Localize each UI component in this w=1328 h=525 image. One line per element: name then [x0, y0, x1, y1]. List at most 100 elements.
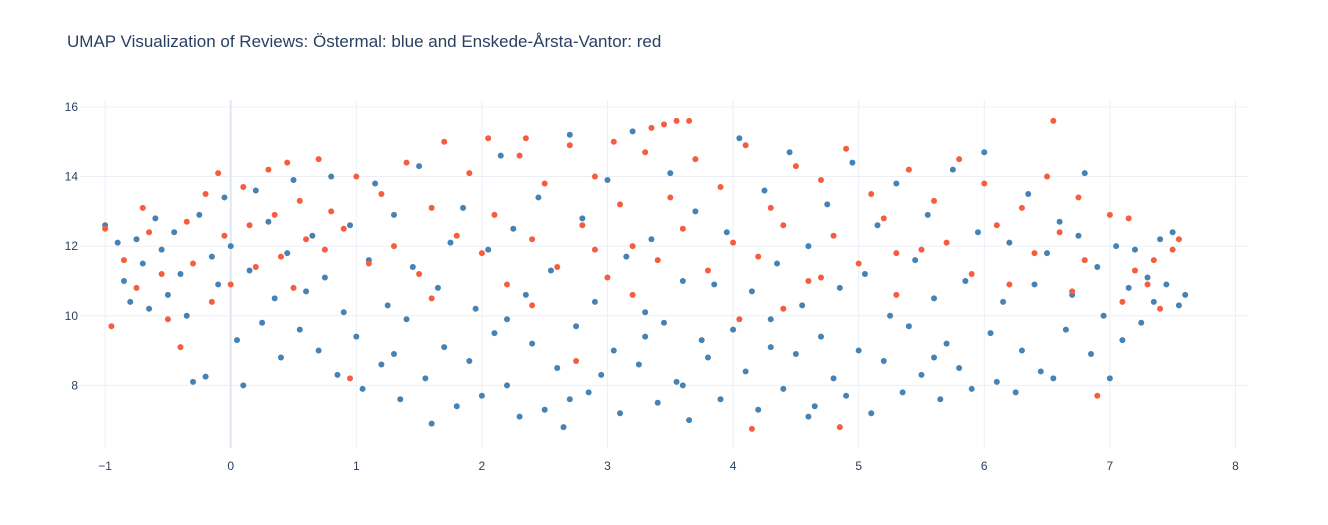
data-point-red [893, 291, 900, 298]
data-point-blue [767, 344, 774, 351]
data-point-blue [196, 211, 203, 218]
data-point-blue [1157, 236, 1164, 243]
data-point-red [692, 156, 699, 163]
data-point-red [780, 305, 787, 312]
data-point-red [1050, 117, 1057, 124]
data-point-blue [347, 222, 354, 229]
data-point-red [340, 225, 347, 232]
data-point-red [353, 173, 360, 180]
data-point-blue [811, 403, 818, 410]
data-point-blue [993, 378, 1000, 385]
data-point-red [730, 239, 737, 246]
data-point-blue [698, 337, 705, 344]
data-point-blue [315, 347, 322, 354]
data-point-red [968, 271, 975, 277]
data-point-blue [171, 229, 178, 236]
data-point-blue [1044, 250, 1051, 257]
data-point-red [993, 222, 1000, 229]
data-point-red [202, 190, 209, 197]
data-point-red [215, 170, 222, 177]
data-point-blue [956, 364, 963, 371]
data-point-red [742, 142, 749, 149]
data-point-blue [1000, 298, 1007, 305]
data-point-blue [158, 246, 165, 253]
data-point-red [466, 170, 473, 177]
x-tick-labels: −1 0 1 2 3 4 5 6 7 8 [98, 459, 1239, 473]
data-point-red [315, 156, 322, 163]
x-tick-label: 5 [855, 459, 862, 473]
data-point-blue [434, 284, 441, 291]
data-point-blue [579, 215, 586, 222]
data-point-red [629, 291, 636, 298]
data-point-blue [755, 406, 762, 413]
data-point-blue [962, 277, 969, 284]
data-point-red [642, 149, 649, 156]
data-point-red [120, 257, 127, 264]
data-point-blue [1113, 243, 1120, 250]
data-point-blue [1075, 232, 1082, 239]
data-point-blue [874, 222, 881, 229]
data-point-red [1125, 215, 1132, 222]
data-point-blue [642, 309, 649, 316]
data-point-blue [974, 229, 981, 236]
data-point-blue [767, 316, 774, 323]
data-point-blue [422, 375, 429, 382]
data-point-red [1069, 288, 1076, 295]
data-point-red [629, 243, 636, 250]
data-point-red [805, 277, 812, 284]
data-point-blue [918, 371, 925, 378]
data-point-blue [1006, 239, 1013, 246]
x-tick-label: 7 [1107, 459, 1114, 473]
data-point-blue [221, 194, 228, 201]
data-point-blue [378, 361, 385, 368]
data-point-red [1131, 267, 1138, 274]
data-point-red [648, 124, 655, 131]
data-point-blue [1012, 389, 1019, 396]
data-point-red [296, 197, 303, 204]
data-point-red [1150, 257, 1157, 264]
data-point-red [164, 316, 171, 323]
data-point-red [290, 284, 297, 291]
data-point-red [478, 250, 485, 257]
data-point-blue [127, 298, 134, 305]
data-point-blue [139, 260, 146, 267]
data-point-red [177, 344, 184, 351]
data-point-red [365, 260, 372, 267]
data-point-blue [541, 406, 548, 413]
data-point-blue [215, 281, 222, 288]
data-point-red [208, 298, 215, 305]
data-point-blue [748, 288, 755, 295]
data-point-blue [510, 225, 517, 232]
data-point-red [868, 190, 875, 197]
data-point-blue [321, 274, 328, 281]
data-point-blue [152, 215, 159, 222]
data-point-blue [1062, 326, 1069, 333]
data-point-blue [466, 358, 473, 364]
data-point-red [303, 236, 310, 243]
data-point-blue [711, 281, 718, 288]
data-point-red [541, 180, 548, 187]
data-point-blue [799, 302, 806, 309]
data-point-red [1081, 257, 1088, 264]
data-point-red [566, 142, 573, 149]
data-point-red [491, 211, 498, 218]
data-point-blue [334, 371, 341, 378]
data-point-blue [1018, 347, 1025, 354]
data-point-blue [931, 354, 938, 361]
data-point-blue [441, 344, 448, 351]
data-point-red [591, 246, 598, 253]
data-point-blue [598, 371, 605, 378]
data-point-blue [1119, 337, 1126, 344]
data-point-red [428, 295, 435, 302]
data-point-red [347, 375, 354, 382]
data-point-blue [692, 208, 699, 215]
data-point-red [654, 257, 661, 264]
data-point-red [522, 135, 529, 142]
data-point-red [1044, 173, 1051, 180]
data-point-blue [296, 326, 303, 333]
data-point-red [679, 225, 686, 232]
data-point-red [830, 232, 837, 239]
data-point-red [893, 250, 900, 257]
data-point-red [271, 211, 278, 218]
data-point-blue [485, 246, 492, 253]
